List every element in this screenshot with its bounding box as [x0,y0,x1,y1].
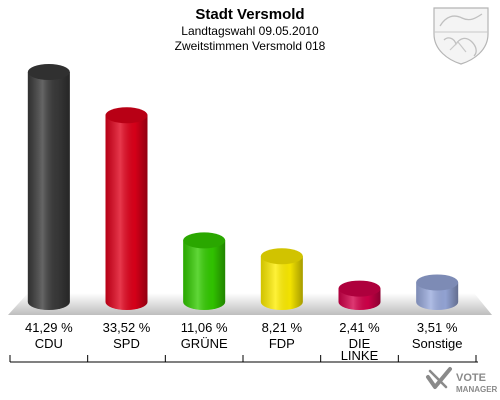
bar-sonstige [416,274,459,310]
category-label: LINKE [341,348,379,363]
bar-cap [183,232,226,249]
category-label: CDU [35,336,63,351]
value-label-group: 41,29 % 33,52 % 11,06 % 8,21 % 2,41 % 3,51 % [25,320,458,335]
bar-shading [260,256,303,310]
category-label: Sonstige [412,336,463,351]
bar-cap [105,107,148,124]
bar-cap [260,248,303,265]
category-label: SPD [113,336,140,351]
value-label: 3,51 % [417,320,458,335]
category-label: GRÜNE [181,336,228,351]
bar-spd [105,107,148,310]
bar-die-linke [338,280,381,310]
nrw-coat-of-arms-icon [433,7,489,65]
bar-cap [416,274,459,291]
bar-grüne [183,232,226,310]
category-axis [9,355,478,363]
watermark-line1: VOTE [456,372,486,384]
value-label: 11,06 % [181,320,228,335]
chart-subtitle-date: Landtagswahl 09.05.2010 [181,24,319,38]
value-label: 2,41 % [339,320,380,335]
bar-cap [27,64,70,80]
bar-shading [27,72,70,310]
watermark-line2: MANAGER [456,385,498,394]
chart-subtitle-district: Zweitstimmen Versmold 018 [175,39,326,53]
category-label: DIE [349,336,371,351]
bar-cap [338,280,381,297]
bar-cdu [27,64,70,310]
bar-fdp [260,248,303,310]
value-label: 8,21 % [262,320,303,335]
bar-shading [183,240,226,310]
value-label: 33,52 % [103,320,151,335]
chart-title: Stadt Versmold [195,6,304,23]
vote-check-icon [426,367,452,389]
category-label: FDP [269,336,295,351]
value-label: 41,29 % [25,320,73,335]
bar-shading [105,115,148,310]
vote-manager-watermark: VOTE MANAGER [426,367,498,394]
bar-group [27,64,459,310]
